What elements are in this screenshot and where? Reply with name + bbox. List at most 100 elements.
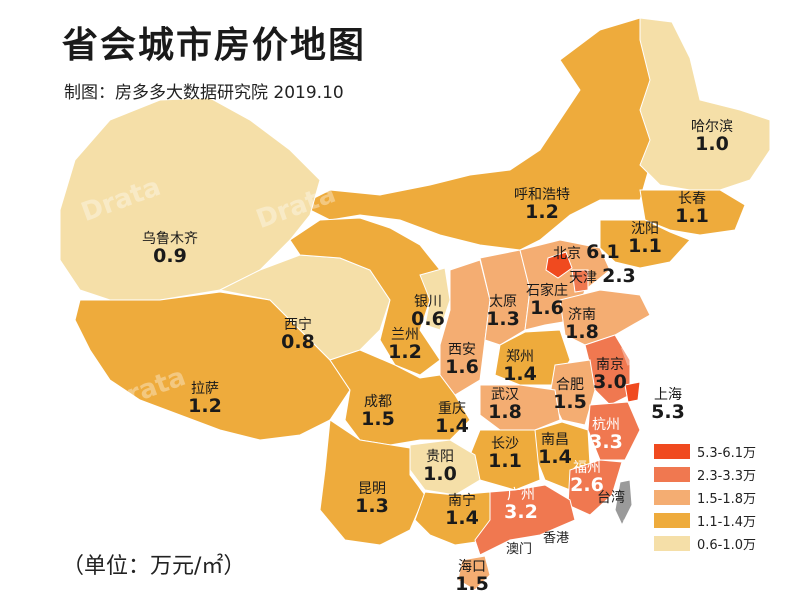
city-value: 2.3 <box>602 265 636 287</box>
city-value: 1.1 <box>628 235 662 257</box>
region-ningxia <box>419 267 451 331</box>
city-name: 上海 <box>653 387 682 403</box>
city-name: 呼和浩特 <box>514 187 570 203</box>
unit-label: （单位：万元/㎡） <box>62 554 246 579</box>
city-name: 福州 <box>572 460 601 476</box>
page-subtitle: 制图：房多多大数据研究院 2019.10 <box>64 83 344 103</box>
city-zhengzhou: 郑州 1.4 <box>503 350 537 384</box>
city-name: 西安 <box>447 342 476 358</box>
legend: 5.3-6.1万 2.3-3.3万 1.5-1.8万 1.1-1.4万 0.6-… <box>654 442 778 557</box>
region-jilin <box>639 189 746 236</box>
city-name: 石家庄 <box>526 283 568 299</box>
city-tianjin: 天津 2.3 <box>569 267 636 286</box>
city-name: 合肥 <box>555 377 584 393</box>
legend-label: 0.6-1.0万 <box>697 537 757 553</box>
city-yinchuan: 银川 0.6 <box>411 295 445 329</box>
region-taiwan <box>614 479 633 527</box>
legend-swatch <box>654 443 690 459</box>
city-kunming: 昆明 1.3 <box>355 482 389 516</box>
city-value: 1.8 <box>565 321 599 343</box>
city-changchun: 长春 1.1 <box>675 192 709 226</box>
city-name: 太原 <box>488 294 517 310</box>
region-beijing <box>545 251 573 279</box>
city-name: 南宁 <box>447 493 476 509</box>
city-taiyuan: 太原 1.3 <box>486 295 520 329</box>
region-tibet <box>74 291 351 441</box>
legend-swatch <box>654 489 690 505</box>
city-value: 1.3 <box>486 308 520 330</box>
city-name: 济南 <box>567 307 596 323</box>
city-hangzhou: 杭州 3.3 <box>589 418 623 452</box>
city-wuhan: 武汉 1.8 <box>488 388 522 422</box>
city-value: 0.8 <box>281 331 315 353</box>
city-lhasa: 拉萨 1.2 <box>188 382 222 416</box>
city-name: 海口 <box>457 559 486 575</box>
city-name: 长沙 <box>490 436 519 452</box>
city-nanchang: 南昌 1.4 <box>538 433 572 467</box>
legend-label: 2.3-3.3万 <box>697 468 757 484</box>
city-fuzhou: 福州 2.6 <box>570 461 604 495</box>
city-value: 1.5 <box>553 391 587 413</box>
city-value: 1.3 <box>355 495 389 517</box>
label-hongkong: 香港 <box>543 531 570 546</box>
city-value: 1.2 <box>525 201 559 223</box>
region-qinghai <box>218 254 391 361</box>
region-tianjin <box>571 269 589 293</box>
region-guizhou <box>409 439 481 496</box>
region-sichuan <box>329 349 471 446</box>
city-value: 5.3 <box>651 401 685 423</box>
city-value: 1.6 <box>530 297 564 319</box>
city-name: 北京 <box>553 246 581 262</box>
region-guangdong <box>474 484 576 556</box>
city-value: 6.1 <box>586 241 620 263</box>
legend-item: 1.1-1.4万 <box>654 511 778 530</box>
city-value: 1.1 <box>488 450 522 472</box>
city-value: 1.6 <box>445 356 479 378</box>
city-value: 1.2 <box>388 341 422 363</box>
city-value: 3.2 <box>504 501 538 523</box>
region-heilongjiang <box>639 17 771 191</box>
city-nanjing: 南京 3.0 <box>593 358 627 392</box>
city-value: 1.0 <box>423 463 457 485</box>
city-value: 1.0 <box>695 133 729 155</box>
city-shijiazhuang: 石家庄 1.6 <box>526 284 568 318</box>
city-value: 1.4 <box>538 446 572 468</box>
city-harbin: 哈尔滨 1.0 <box>691 120 733 154</box>
label-macau: 澳门 <box>506 542 533 557</box>
legend-label: 1.5-1.8万 <box>697 491 757 507</box>
city-name: 南昌 <box>540 432 569 448</box>
city-value: 1.5 <box>455 573 489 595</box>
city-jinan: 济南 1.8 <box>565 308 599 342</box>
region-shanghai <box>624 381 641 403</box>
city-value: 1.8 <box>488 401 522 423</box>
city-urumqi: 乌鲁木齐 0.9 <box>142 232 198 266</box>
city-name: 沈阳 <box>630 221 659 237</box>
label-taiwan: 台湾 <box>597 490 625 506</box>
city-shenyang: 沈阳 1.1 <box>628 222 662 256</box>
city-name: 重庆 <box>437 401 466 417</box>
city-haikou: 海口 1.5 <box>455 560 489 594</box>
page-title: 省会城市房价地图 <box>62 25 367 66</box>
city-guiyang: 贵阳 1.0 <box>423 450 457 484</box>
city-name: 哈尔滨 <box>691 119 733 135</box>
city-hohhot: 呼和浩特 1.2 <box>514 188 570 222</box>
region-liaoning <box>599 219 691 269</box>
city-name: 南京 <box>595 357 624 373</box>
legend-label: 5.3-6.1万 <box>697 445 757 461</box>
city-name: 西宁 <box>283 317 312 333</box>
city-name: 昆明 <box>357 481 386 497</box>
city-value: 1.4 <box>435 415 469 437</box>
city-xian: 西安 1.6 <box>445 343 479 377</box>
legend-item: 1.5-1.8万 <box>654 488 778 507</box>
city-name: 长春 <box>677 191 706 207</box>
city-chongqing: 重庆 1.4 <box>435 402 469 436</box>
city-guangzhou: 广州 3.2 <box>504 488 538 522</box>
city-name: 贵阳 <box>425 449 454 465</box>
city-lanzhou: 兰州 1.2 <box>388 328 422 362</box>
legend-swatch <box>654 512 690 528</box>
city-value: 1.5 <box>361 408 395 430</box>
city-value: 1.1 <box>675 205 709 227</box>
city-beijing: 北京 6.1 <box>553 243 620 262</box>
city-name: 银川 <box>413 294 442 310</box>
